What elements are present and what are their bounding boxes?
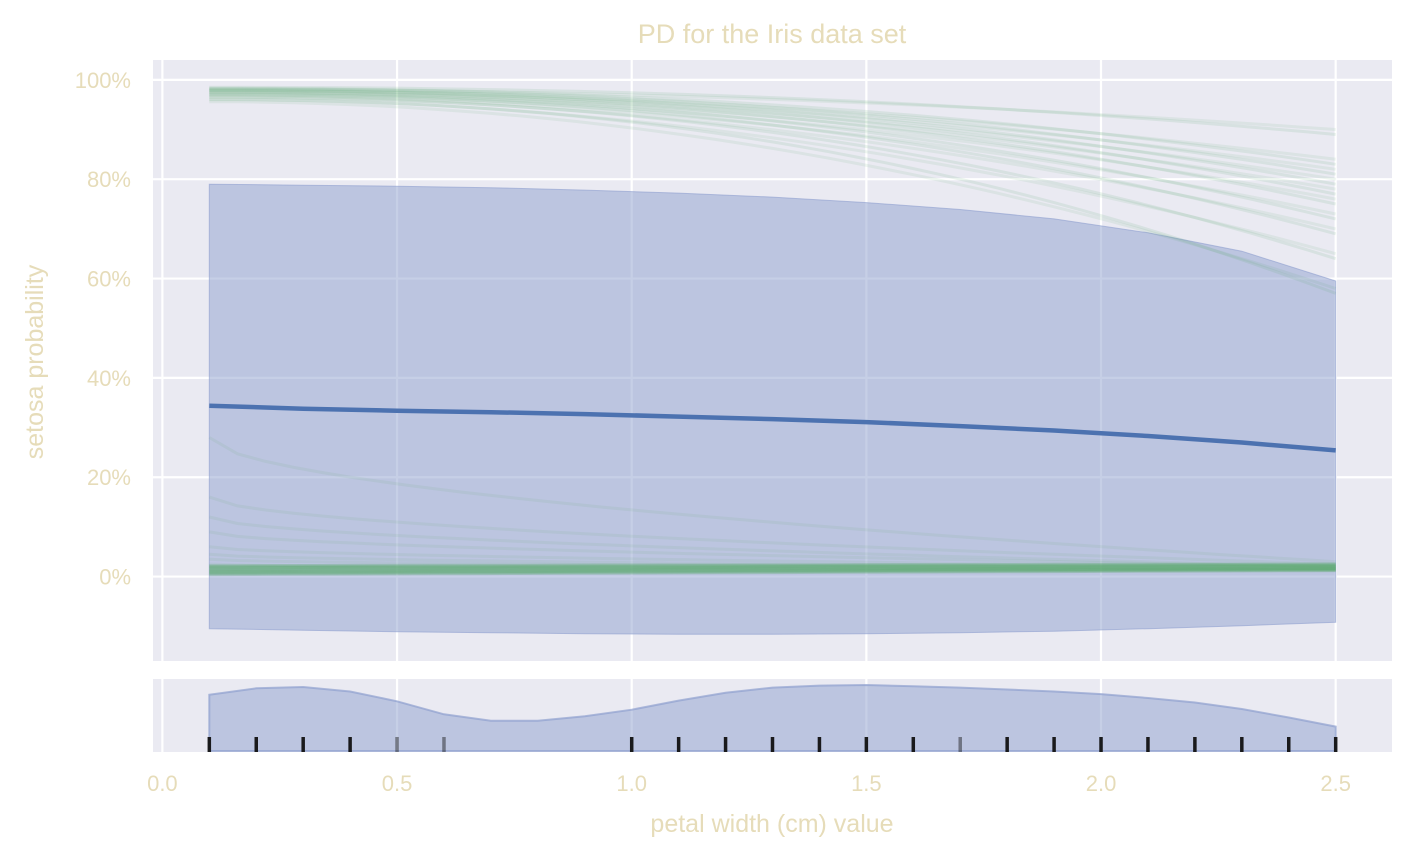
ice-curve [209,100,1337,290]
ice-curve [209,93,1337,236]
ice-curve [209,545,1336,570]
x-tick-label: 0.0 [147,771,178,796]
density-panel [153,679,1392,752]
x-axis-label: petal width (cm) value [650,810,893,838]
ice-curve [209,87,1336,131]
ice-curve [209,564,1336,571]
y-tick-label: 40% [87,366,131,391]
ice-curve [209,95,1337,261]
y-tick-label: 60% [87,267,131,292]
chart-title: PD for the Iris data set [638,19,907,49]
ice-curve [209,89,1336,171]
y-tick-label: 80% [87,167,131,192]
density-area [208,683,1337,752]
ice-curve [209,95,1337,231]
ice-curve [209,565,1336,572]
ice-curve [209,86,1336,166]
ice-curve [209,569,1336,577]
ice-curve [209,565,1336,572]
main-plot-panel: 0% 20% 40% 60% 80% 100% [75,60,1392,661]
ice-curve [209,563,1336,569]
ice-curve [209,562,1336,568]
ice-curve [209,566,1336,573]
ice-curve [209,562,1336,572]
y-tick-labels: 0% 20% 40% 60% 80% 100% [75,68,131,590]
ice-curve [208,436,1336,564]
y-tick-label: 0% [99,565,131,590]
ice-curve [209,97,1337,256]
ice-curve [209,567,1336,575]
x-tick-labels: 0.0 0.5 1.0 1.5 2.0 2.5 [147,771,1351,796]
y-axis-label: setosa probability [21,264,49,459]
x-tick-label: 1.5 [851,771,882,796]
ice-curves [208,85,1337,577]
y-tick-label: 100% [75,68,131,93]
ice-curve [209,90,1337,206]
ice-curve [209,563,1336,570]
x-tick-label: 2.0 [1086,771,1117,796]
x-tick-label: 1.0 [616,771,647,796]
ice-curve [209,91,1336,191]
ice-curve [209,568,1336,576]
ice-curve [209,90,1336,181]
pd-uncertainty-band [208,183,1337,635]
ice-curve [208,495,1336,566]
y-tick-label: 20% [87,465,131,490]
ice-curve [209,87,1336,176]
pd-mean-line [209,403,1336,453]
ice-curve [209,566,1336,574]
ice-curve [209,530,1336,569]
x-tick-label: 2.5 [1320,771,1351,796]
ice-curve [209,88,1336,161]
ice-curve [209,88,1336,186]
ice-curve [209,92,1337,221]
ice-curve [209,89,1336,196]
ice-curve [209,569,1336,574]
ice-curve [209,92,1336,201]
x-tick-label: 0.5 [382,771,413,796]
ice-curve [209,98,1337,295]
ice-curve [209,552,1336,571]
ice-curve [209,94,1337,216]
ice-curve [209,557,1336,571]
ice-curve [209,85,1336,136]
rug-marks [207,737,1338,752]
ice-curve [208,515,1336,569]
